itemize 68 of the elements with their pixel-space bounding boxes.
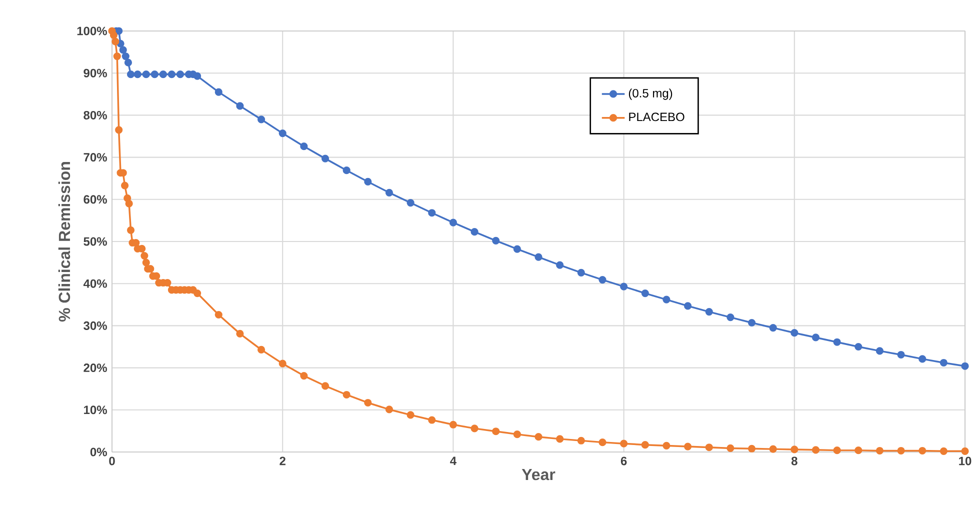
- point: [769, 324, 777, 332]
- y-tick-label: 40%: [83, 279, 107, 288]
- point: [726, 313, 734, 322]
- y-tick-label: 70%: [84, 153, 107, 162]
- point: [236, 102, 244, 110]
- point: [854, 342, 862, 351]
- point: [126, 70, 135, 78]
- y-tick-label: 50%: [84, 237, 107, 246]
- point: [321, 154, 330, 162]
- x-tick-label: 2: [280, 456, 286, 466]
- x-tick-label: 8: [791, 456, 798, 466]
- x-tick-label: 6: [620, 456, 627, 466]
- y-tick-label: 0%: [90, 448, 107, 456]
- point: [385, 188, 394, 196]
- point: [449, 218, 458, 226]
- point: [662, 296, 670, 304]
- point: [940, 358, 948, 367]
- point: [134, 70, 142, 78]
- point: [705, 308, 713, 316]
- point: [620, 282, 628, 290]
- point: [176, 70, 184, 78]
- point: [748, 318, 756, 327]
- point: [406, 198, 414, 207]
- x-tick-label: 0: [109, 456, 115, 466]
- point: [534, 253, 542, 261]
- point: [641, 289, 649, 298]
- y-tick-label: 10%: [84, 406, 107, 414]
- legend-label: PLACEBO: [629, 112, 684, 122]
- point: [257, 116, 266, 124]
- y-axis-title: % Clinical Remission: [58, 162, 70, 322]
- y-tick-label: 80%: [84, 110, 107, 120]
- point: [790, 329, 798, 337]
- y-tick-label: 30%: [84, 321, 107, 330]
- y-tick-label: 90%: [84, 68, 107, 78]
- point: [812, 334, 820, 342]
- point: [918, 355, 926, 363]
- x-tick-label: 4: [450, 456, 456, 465]
- y-tick-label: 20%: [84, 364, 107, 372]
- point: [194, 72, 202, 80]
- x-tick-label: 10: [959, 456, 972, 466]
- x-axis-title: Year: [522, 469, 556, 480]
- point: [142, 70, 150, 78]
- point: [876, 347, 884, 355]
- point: [300, 142, 308, 150]
- point: [961, 362, 969, 370]
- point: [428, 209, 436, 217]
- point: [833, 338, 841, 346]
- y-tick-label: 60%: [84, 195, 107, 204]
- point: [598, 276, 606, 284]
- point: [513, 245, 521, 253]
- point: [214, 88, 222, 96]
- point: [470, 228, 478, 236]
- point: [168, 70, 176, 78]
- point: [364, 178, 372, 186]
- point: [119, 46, 127, 54]
- point: [278, 130, 286, 138]
- point: [122, 52, 130, 60]
- point: [342, 166, 350, 174]
- point: [159, 70, 167, 78]
- legend-label: (0.5 mg): [628, 88, 672, 100]
- point: [684, 302, 692, 310]
- point: [577, 268, 585, 276]
- point: [124, 58, 132, 66]
- point: [556, 261, 564, 269]
- point: [492, 236, 500, 244]
- y-tick-label: 100%: [77, 26, 107, 36]
- point: [150, 70, 158, 78]
- point: [897, 350, 905, 359]
